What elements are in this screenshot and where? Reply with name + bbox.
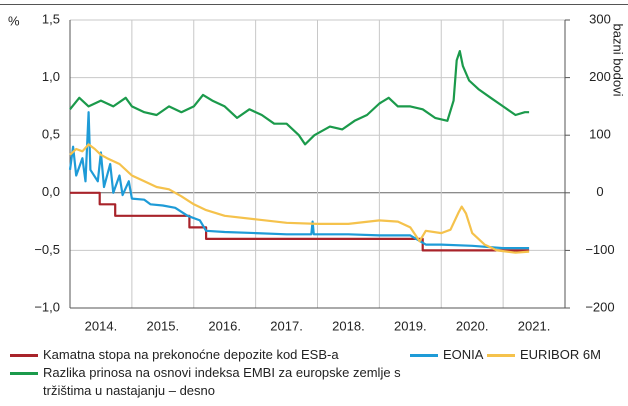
x-tick-label: 2016. [208, 318, 241, 333]
x-tick-label: 2017. [270, 318, 303, 333]
y-axis-label: % [8, 13, 20, 28]
x-tick-label: 2014. [85, 318, 118, 333]
x-tick-label: 2015. [147, 318, 180, 333]
y2-tick-label: 200 [589, 69, 611, 84]
y-tick-label: 0,0 [42, 184, 60, 199]
legend-label: EURIBOR 6M [520, 347, 601, 362]
x-tick-label: 2020. [456, 318, 489, 333]
legend-label: EONIA [443, 347, 484, 362]
legend-swatch [10, 372, 38, 375]
legend-swatch [487, 354, 515, 357]
y2-tick-label: 0 [596, 184, 603, 199]
y-tick-label: 0,5 [42, 127, 60, 142]
y-tick-label: 1,0 [42, 69, 60, 84]
legend-swatch [10, 354, 38, 357]
legend-label: Kamatna stopa na prekonoćne depozite kod… [43, 347, 339, 362]
x-tick-label: 2021. [518, 318, 551, 333]
series-line [68, 111, 530, 250]
chart: % bazni bodovi −1,0 −0,5 0,0 0,5 1,0 1,5 −200 −… [8, 11, 626, 333]
series-line [69, 143, 530, 254]
x-tick-label: 2019. [394, 318, 427, 333]
y-tick-label: −1,0 [34, 299, 60, 314]
y2-tick-label: 100 [589, 127, 611, 142]
y2-tick-label: −100 [585, 242, 614, 257]
y2-axis-label: bazni bodovi [611, 24, 626, 97]
legend-swatch [410, 354, 438, 357]
y2-tick-label: 300 [589, 11, 611, 26]
series-line [70, 191, 530, 252]
y-tick-label: 1,5 [42, 11, 60, 26]
y-tick-label: −0,5 [34, 242, 60, 257]
legend-label: Razlika prinosa na osnovi indeksa EMBI z… [43, 365, 401, 398]
top-rule [0, 4, 628, 5]
series-line [69, 50, 530, 146]
y2-tick-label: −200 [585, 299, 614, 314]
x-tick-label: 2018. [332, 318, 365, 333]
